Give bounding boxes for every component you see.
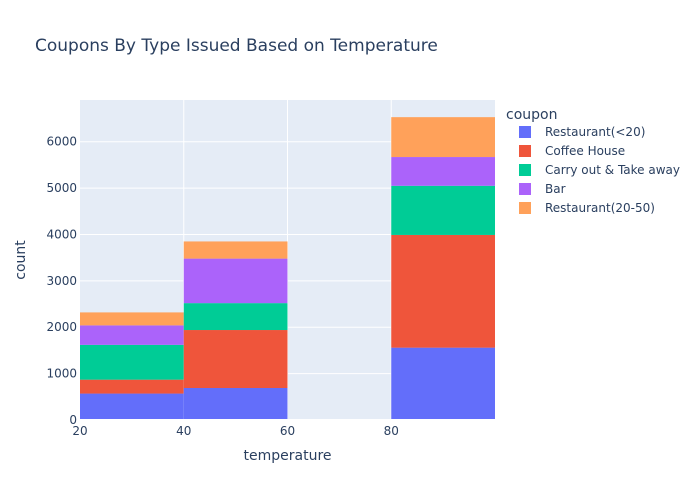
- bar-segment: [183, 388, 288, 420]
- legend-label: Bar: [545, 182, 566, 196]
- legend-swatch: [519, 183, 531, 195]
- bar-segment: [183, 258, 288, 304]
- bar-segment: [391, 185, 495, 235]
- legend-items: Restaurant(<20) Coffee House Carry out & T…: [519, 125, 680, 215]
- y-tick-label: 4000: [46, 227, 77, 241]
- x-tick-label: 20: [72, 424, 87, 438]
- x-tick-label: 80: [384, 424, 399, 438]
- x-tick-label: 40: [176, 424, 191, 438]
- bar-segment: [391, 157, 495, 186]
- y-tick-label: 5000: [46, 181, 77, 195]
- legend-title: coupon: [506, 107, 557, 123]
- bars: [80, 117, 495, 421]
- bar-segment: [80, 379, 184, 394]
- y-tick-label: 3000: [46, 274, 77, 288]
- legend-label: Coffee House: [545, 144, 625, 158]
- bar-segment: [391, 234, 495, 348]
- x-axis-title: temperature: [244, 448, 332, 464]
- legend-swatch: [519, 126, 531, 138]
- bar-segment: [183, 330, 288, 388]
- legend-label: Restaurant(<20): [545, 125, 645, 139]
- chart-title: Coupons By Type Issued Based on Temperat…: [35, 36, 438, 56]
- y-tick-label: 1000: [46, 367, 77, 381]
- y-axis-ticks: 0 1000 2000 3000 4000 5000 6000: [46, 135, 77, 427]
- y-tick-label: 0: [69, 413, 77, 427]
- bar-segment: [391, 117, 495, 158]
- legend-swatch: [519, 145, 531, 157]
- bar-segment: [183, 303, 288, 331]
- bar-segment: [391, 347, 495, 420]
- legend: coupon Restaurant(<20) Coffee House Carry …: [506, 107, 680, 215]
- legend-swatch: [519, 164, 531, 176]
- legend-label: Restaurant(20-50): [545, 201, 655, 215]
- bar-segment: [80, 325, 184, 345]
- legend-label: Carry out & Take away: [545, 163, 680, 177]
- legend-swatch: [519, 202, 531, 214]
- y-tick-label: 2000: [46, 320, 77, 334]
- y-axis-title: count: [13, 240, 29, 280]
- bar-segment: [80, 393, 184, 420]
- bar-segment: [80, 344, 184, 380]
- x-axis-ticks: 20 40 60 80: [72, 424, 399, 438]
- x-tick-label: 60: [280, 424, 295, 438]
- y-tick-label: 6000: [46, 135, 77, 149]
- bar-segment: [183, 241, 288, 259]
- bar-segment: [80, 312, 184, 326]
